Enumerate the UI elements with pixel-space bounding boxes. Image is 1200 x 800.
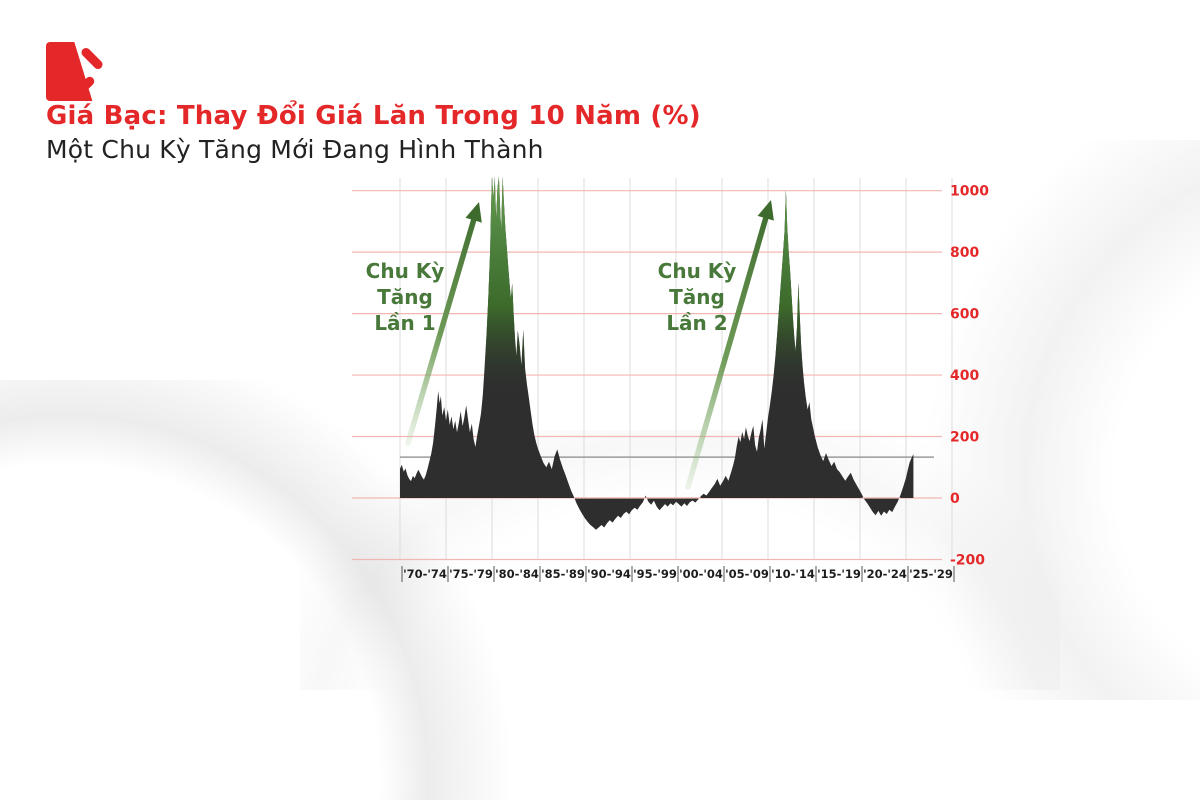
y-tick-label: 400 [950,368,979,384]
logo-mark-icon [46,41,107,103]
x-tick-label: '80-'84 [495,567,539,581]
y-tick-label: -200 [950,552,985,568]
x-tick-label: '85-'89 [541,567,585,581]
annotation-cycle-2: Chu Kỳ Tăng Lần 2 [631,258,763,336]
x-tick-label: '95-'99 [633,567,677,581]
annotation-line: Lần 1 [374,311,436,335]
price-area [400,176,914,530]
x-tick-label: '25-'29 [909,567,953,581]
annotation-line: Chu Kỳ [657,259,737,283]
x-tick-label: '10-'14 [771,567,815,581]
x-tick-label: '75-'79 [449,567,493,581]
y-tick-label: 800 [950,245,979,261]
page-title: Giá Bạc: Thay Đổi Giá Lăn Trong 10 Năm (… [46,101,701,131]
trend-arrow-1-head [465,202,482,223]
annotation-line: Tăng [669,285,725,309]
x-tick-label: '15-'19 [817,567,861,581]
x-tick-label: '05-'09 [725,567,769,581]
annotation-line: Tăng [377,285,433,309]
annotation-cycle-1: Chu Kỳ Tăng Lần 1 [339,258,471,336]
x-tick-label: '90-'94 [587,567,631,581]
y-tick-label: 0 [950,491,960,507]
x-tick-label: '70-'74 [403,567,447,581]
silver-price-chart: 1000 800 600 400 200 0 -200 '70-'74'75-'79'80-'… [352,176,989,582]
page-root: { "header": { "title": "Giá Bạc: Thay Đổ… [0,41,1200,800]
trend-arrow-1 [405,214,478,446]
brand-logo [46,41,107,103]
trend-arrow-2 [685,212,770,490]
y-tick-label: 600 [950,307,979,323]
trend-arrow-2-head [757,200,774,221]
y-tick-label: 1000 [950,184,989,200]
x-tick-label: '20-'24 [863,567,907,581]
page-subtitle: Một Chu Kỳ Tăng Mới Đang Hình Thành [46,135,544,164]
annotation-line: Lần 2 [666,311,728,335]
annotation-line: Chu Kỳ [365,259,445,283]
x-tick-label: '00-'04 [679,567,723,581]
y-tick-label: 200 [950,430,979,446]
